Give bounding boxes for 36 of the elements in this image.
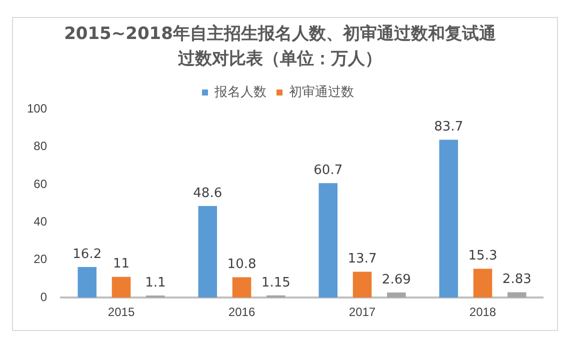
bar bbox=[473, 268, 492, 298]
legend-label: 初审通过数 bbox=[289, 84, 354, 100]
bar bbox=[387, 292, 406, 298]
data-label: 48.6 bbox=[193, 186, 222, 201]
y-tick-label: 80 bbox=[34, 139, 48, 154]
data-label: 2.83 bbox=[502, 272, 532, 288]
bar bbox=[352, 272, 372, 298]
bar bbox=[198, 206, 218, 298]
data-label: 2.69 bbox=[382, 272, 411, 288]
x-tick-label: 2016 bbox=[228, 305, 256, 320]
bar bbox=[112, 276, 131, 298]
x-tick-label: 2018 bbox=[469, 305, 496, 320]
bar bbox=[508, 292, 526, 298]
y-tick-label: 20 bbox=[34, 252, 48, 266]
data-label: 16.2 bbox=[72, 246, 102, 262]
bar bbox=[318, 183, 338, 298]
bar bbox=[266, 295, 286, 298]
y-tick-label: 40 bbox=[34, 214, 48, 228]
chart-title: 2015~2018年自主招生报名人数、初审通过数和复试通过数对比表（单位：万人） bbox=[63, 23, 497, 71]
bar bbox=[78, 267, 97, 298]
bar bbox=[232, 277, 252, 298]
data-label: 1.1 bbox=[145, 275, 166, 290]
legend-label: 报名人数 bbox=[214, 84, 266, 100]
data-label: 1.15 bbox=[261, 275, 290, 290]
data-label: 11 bbox=[112, 256, 130, 272]
y-tick-label: 60 bbox=[34, 176, 48, 191]
data-label: 15.3 bbox=[468, 248, 498, 264]
bar bbox=[439, 140, 458, 298]
data-label: 10.8 bbox=[227, 257, 256, 272]
y-tick-label: 0 bbox=[40, 290, 48, 304]
data-label: 60.7 bbox=[314, 162, 343, 178]
y-tick-label: 100 bbox=[26, 101, 48, 116]
data-label: 83.7 bbox=[434, 120, 464, 135]
x-tick-label: 2017 bbox=[348, 305, 376, 320]
data-label: 13.7 bbox=[348, 252, 377, 267]
x-tick-label: 2015 bbox=[108, 305, 135, 320]
